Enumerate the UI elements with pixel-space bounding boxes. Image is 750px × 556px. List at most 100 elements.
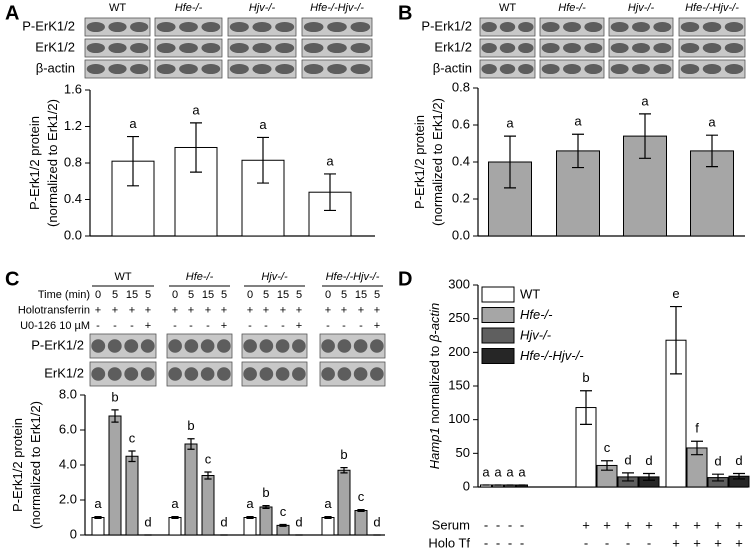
condition-sign: - [520,535,524,550]
blot-band [563,42,581,54]
condition-value: - [113,320,117,332]
blot-band [353,339,368,353]
condition-sign: + [735,517,743,532]
condition-value: 5 [145,289,151,301]
bar [108,415,122,536]
significance-letter: d [373,514,380,529]
condition-value: 5 [296,289,302,301]
significance-letter: a [129,116,137,131]
condition-value: - [326,320,330,332]
error-bar [171,516,179,519]
blot-band [541,42,560,54]
blot-band [259,339,274,353]
condition-value: + [145,320,151,332]
bar [125,455,139,536]
blot-band [321,339,335,353]
blot-row-label: Erk1/2 [434,39,472,54]
blot-row-label: P-ErK1/2 [31,337,84,352]
condition-sign: + [624,517,632,532]
significance-letter: a [518,464,526,479]
blot-band [86,42,105,54]
y-tick-label: 0.6 [452,116,470,131]
significance-letter: e [672,286,679,301]
blot-band [201,21,221,33]
y-tick-label: 0.0 [452,227,470,242]
blot-band [184,367,199,381]
blot-band [292,367,306,381]
blot-band [321,367,335,381]
blot-column-label: WT [499,2,516,14]
condition-value: + [325,304,331,316]
y-tick-label: 300 [448,276,470,291]
legend-label: Hjv-/- [520,327,552,342]
error-bar [706,134,718,168]
blot-band [680,63,700,75]
significance-letter: a [708,115,716,130]
condition-value: + [263,304,269,316]
blot-band [86,63,105,75]
blot-column-label: Hfe-/-Hjv-/- [685,2,739,14]
condition-value: - [281,320,285,332]
blot-band [499,21,516,33]
error-bar [111,409,119,423]
blot-band [275,339,290,353]
condition-sign: - [508,535,512,550]
significance-letter: a [506,116,514,131]
condition-value: 5 [188,289,194,301]
error-bar [324,173,336,212]
y-axis-label: P-Erk1/2 protein (normalized to Erk1/2) [412,98,445,226]
significance-letter: d [220,514,227,529]
blot-band [108,42,127,54]
blot-band [91,367,106,381]
blot-band [140,339,155,353]
error-bar [204,471,212,480]
blot-band [563,63,581,75]
blot-band [584,21,603,33]
panel-letter: B [398,2,412,24]
blot-band [653,21,672,33]
significance-letter: a [326,153,334,168]
condition-value: 15 [126,289,138,301]
y-tick-label: 4.0 [59,456,77,471]
blot-band [541,63,560,75]
condition-label: Serum [432,517,470,532]
condition-value: 0 [325,289,331,301]
blot-band [156,21,176,33]
significance-letter: a [482,464,490,479]
y-label-part: P-Erk1/2 protein [412,115,427,209]
significance-letter: d [735,453,742,468]
blot-band [107,367,122,381]
blot-row-label: ErK1/2 [44,365,84,380]
y-label-part: (normalized to Erk1/2) [430,98,445,226]
significance-letter: a [94,496,102,511]
condition-value: - [173,320,177,332]
y-tick-label: 8.0 [59,386,77,401]
error-bar [187,438,195,450]
blot-band [353,367,368,381]
blot-column-label: Hjv-/- [249,2,276,14]
blot-band [327,63,347,75]
blot-band [724,21,744,33]
condition-value: - [206,320,210,332]
condition-value: + [221,320,227,332]
blot-band [252,21,272,33]
group-label: Hjv-/- [261,271,288,283]
error-bar [733,472,745,480]
significance-letter: c [604,440,611,455]
blot-band [200,339,215,353]
error-bar [504,135,516,189]
significance-letter: d [295,514,302,529]
error-bar [279,523,287,527]
blot-band [229,63,249,75]
blot-band [201,42,221,54]
condition-sign: - [484,517,488,532]
significance-letter: b [187,418,194,433]
significance-letter: a [574,114,582,129]
error-bar [262,505,270,509]
blot-band [91,339,106,353]
condition-value: + [341,304,347,316]
legend-swatch [481,286,515,303]
blot-band [124,367,139,381]
blot-band [243,339,257,353]
y-tick-label: 100 [448,411,470,426]
